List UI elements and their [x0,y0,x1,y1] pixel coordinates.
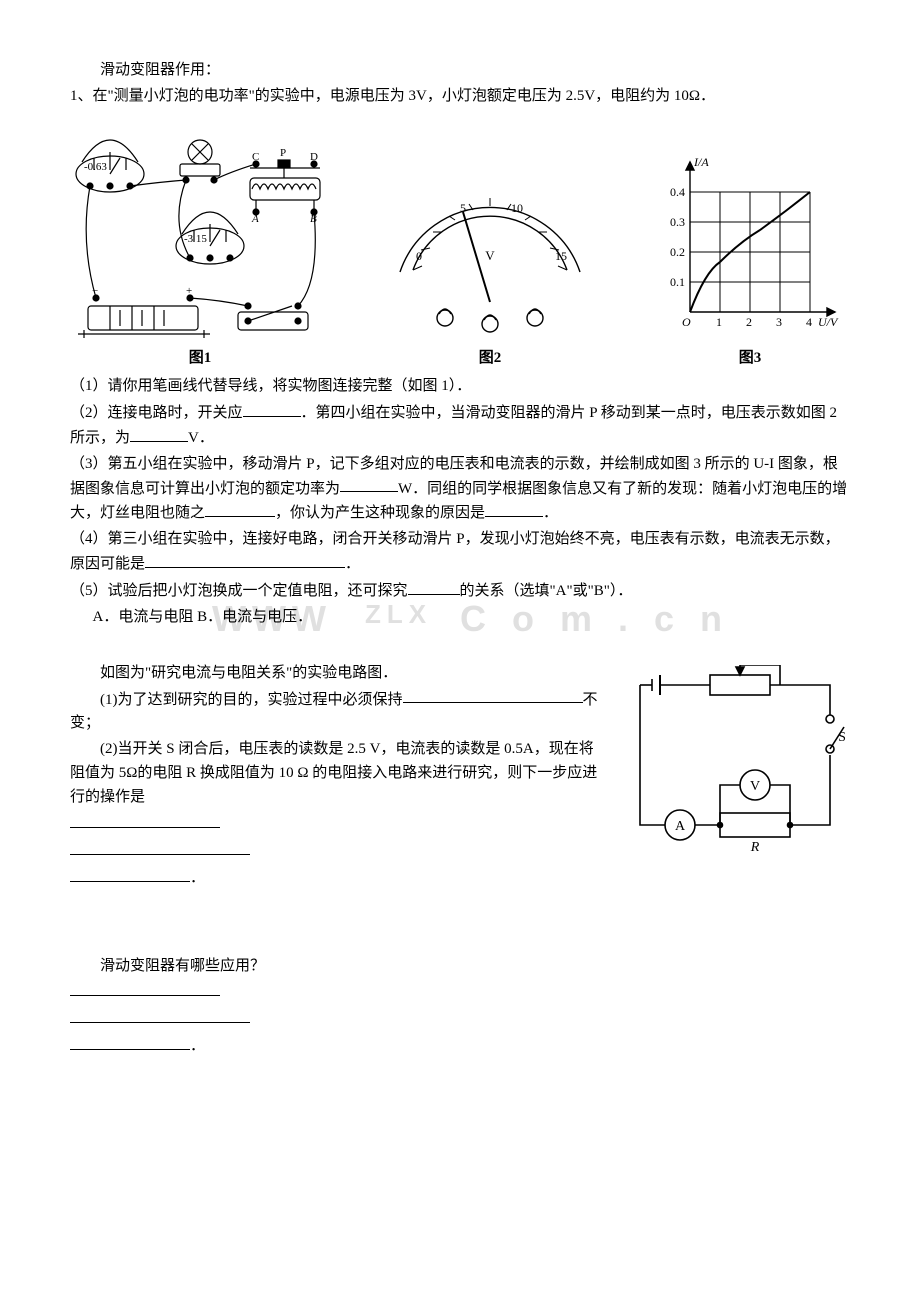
circuit-S: S [838,730,846,745]
blank[interactable] [70,980,220,997]
xtick-2: 2 [746,315,752,329]
q3-stem: 滑动变阻器有哪些应用？ [70,954,850,978]
q1-p1: （1）请你用笔画线代替导线，将实物图连接完整（如图 1）． [70,374,850,398]
q2-p2a: (2)当开关 S 闭合后，电压表的读数是 2.5 V，电流表的读数是 0.5A，… [70,741,597,805]
figure-3-caption: 图3 [739,346,762,370]
rheostat-P: P [280,147,286,159]
q2-p1a: (1)为了达到研究的目的，实验过程中必须保持 [100,691,403,707]
q1-p5: （5）试验后把小灯泡换成一个定值电阻，还可探究 的关系（选填"A"或"B"）． [70,578,850,603]
q1-p5a: （5）试验后把小灯泡换成一个定值电阻，还可探究 [70,583,408,599]
q1-p3d: ． [543,505,558,521]
blank[interactable] [70,865,190,882]
rheostat-C: C [252,151,259,163]
ytick-1: 0.1 [670,275,685,289]
xtick-4: 4 [806,315,812,329]
ytick-3: 0.3 [670,215,685,229]
xtick-3: 3 [776,315,782,329]
q1-p5b: 的关系（选填"A"或"B"）． [460,583,633,599]
rheostat-D: D [310,151,318,163]
blank[interactable] [70,811,220,828]
figure-1: -0.63 -3 15 C P D A B − + 图1 [70,122,330,370]
circuit-diagram-svg: V A R S [620,665,850,855]
circuit-diagram-box: V A R S [620,665,850,863]
ytick-4: 0.4 [670,185,685,199]
blank[interactable] [70,838,250,855]
blank[interactable] [340,476,398,493]
meter-tick-10: 10 [511,201,523,215]
blank[interactable] [130,425,188,442]
q1-p2: （2）连接电路时，开关应．第四小组在实验中，当滑动变阻器的滑片 P 移动到某一点… [70,400,850,450]
blank[interactable] [70,1006,250,1023]
ammeter-lo-label: -0.63 [84,161,107,173]
meter-tick-15: 15 [555,249,567,263]
blank[interactable] [205,500,275,517]
q3-tail: ． [190,1038,205,1054]
q1-p4b: ． [345,556,360,572]
blank[interactable] [70,1033,190,1050]
blank[interactable] [145,551,345,568]
ytick-2: 0.2 [670,245,685,259]
figure-2-caption: 图2 [479,346,502,370]
y-axis-label: I/A [693,155,709,169]
q1-p2c: V． [188,430,214,446]
q1-p2a: （2）连接电路时，开关应 [70,405,243,421]
figure-1-caption: 图1 [189,346,212,370]
battery-pos: + [186,285,192,297]
figures-row: -0.63 -3 15 C P D A B − + 图1 [70,122,850,370]
battery-neg: − [92,285,98,297]
xtick-1: 1 [716,315,722,329]
meter-tick-5: 5 [460,201,466,215]
circuit-A: A [675,819,686,834]
circuit-V: V [750,779,760,794]
blank[interactable] [243,400,301,417]
rheostat-B: B [310,213,317,225]
figure-2: 0 5 10 15 V 图2 [385,142,595,370]
section-heading: 滑动变阻器作用： [70,58,850,82]
q2-tail: ． [190,870,205,886]
blank[interactable] [403,687,583,704]
svg-text:O: O [682,315,691,329]
figure-3: I/A 0.1 0.2 0.3 0.4 O 1 2 3 4 U/V 图3 [650,142,850,370]
voltmeter-face-svg: 0 5 10 15 V [385,142,595,342]
q1-p3: （3）第五小组在实验中，移动滑片 P，记下多组对应的电压表和电流表的示数，并绘制… [70,452,850,526]
blank[interactable] [408,578,460,595]
blank[interactable] [485,500,543,517]
q1-p3c: ，你认为产生这种现象的原因是 [275,505,485,521]
circuit-R: R [750,840,760,855]
q1-options: A．电流与电阻 B．电流与电压． [70,605,850,629]
voltmeter-lo-label: -3 15 [184,233,207,245]
rheostat-A: A [251,213,259,225]
q1-stem: 1、在"测量小灯泡的电功率"的实验中，电源电压为 3V，小灯泡额定电压为 2.5… [70,84,850,108]
meter-unit: V [485,248,495,263]
meter-tick-0: 0 [416,249,422,263]
q1-p4: （4）第三小组在实验中，连接好电路，闭合开关移动滑片 P，发现小灯泡始终不亮，电… [70,527,850,576]
circuit-apparatus-svg: -0.63 -3 15 C P D A B − + [70,122,330,342]
ui-graph-svg: I/A 0.1 0.2 0.3 0.4 O 1 2 3 4 U/V [650,142,850,342]
x-axis-label: U/V [818,315,839,329]
